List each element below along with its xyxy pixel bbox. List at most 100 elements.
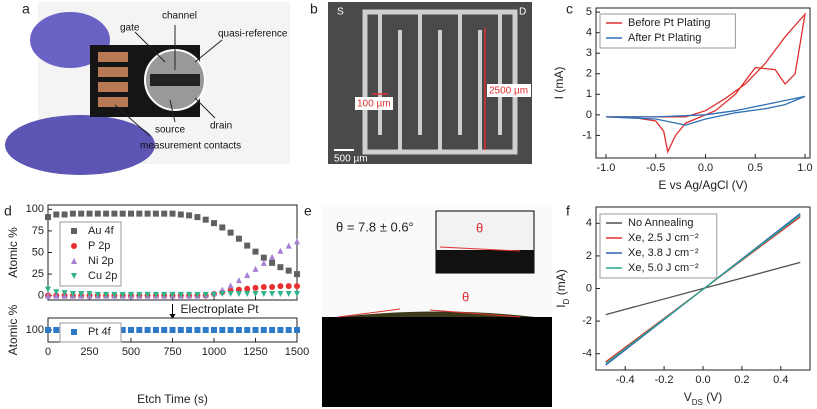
photo-label: D [519,7,526,18]
marker [285,327,292,333]
marker [294,271,300,278]
y-tick-label: -4 [582,348,592,360]
xlabel-label-unit: (V) [703,390,722,404]
legend-label: P 2p [88,240,110,252]
legend-label: Au 4f [88,225,115,237]
marker [260,290,267,297]
marker [277,290,284,297]
y-tick-label: 3 [586,47,592,59]
legend-label: No Annealing [628,217,693,229]
callout [194,97,216,119]
y-tick-label: 4 [586,27,592,39]
marker [219,224,226,231]
inset-substrate [436,250,534,273]
channel [150,74,200,86]
marker [227,282,234,289]
marker [219,290,226,297]
photo-label: 2500 µm [489,86,528,97]
marker [277,247,284,254]
y-tick-label: -1 [582,129,592,141]
marker [144,210,151,217]
x-tick-label: 750 [163,346,181,358]
legend-swatch [71,329,77,335]
marker [169,291,176,298]
marker [169,327,176,333]
marker [277,327,284,333]
annotation-arrowhead [169,314,176,319]
x-tick-label: 0.4 [773,374,788,386]
marker [111,210,118,217]
x-tick-label: 0.5 [748,162,763,174]
xlabel-label-main: V [684,390,692,404]
panel-letter: a [22,1,30,17]
x-tick-label: 1500 [285,346,309,358]
legend-label: Xe, 3.8 J cm⁻² [628,247,699,259]
marker [61,290,68,297]
marker [161,210,168,217]
callout [134,31,166,63]
label-box [487,84,531,97]
marker [235,327,242,333]
marker [169,210,176,217]
ylabel-label-sub: D [562,298,571,304]
marker [53,211,60,218]
series-line [605,95,806,126]
legend-box [59,221,122,287]
marker [194,327,201,333]
callout [194,39,223,63]
photo-label: 500 µm [334,154,368,165]
x-tick-label: 1250 [243,346,267,358]
x-tick-label: 1.0 [797,162,812,174]
marker [294,327,300,333]
marker [78,290,85,297]
marker [136,210,143,217]
panel-letter: f [566,203,570,219]
annotation: Electroplate Pt [181,302,260,316]
marker [45,292,51,299]
ylabel-label: I (mA) [552,67,566,100]
marker [211,291,217,298]
photo-label: θ [462,289,469,304]
legend-box [59,322,122,343]
x-tick-label: 1000 [202,346,226,358]
legend-label: Cu 2p [88,270,117,282]
marker [128,327,134,333]
marker [244,271,251,278]
marker [186,291,193,298]
marker [111,291,118,298]
panel-letter: d [4,203,12,219]
legend-label: Before Pt Plating [628,17,711,29]
y-tick-label: 0 [38,290,44,302]
marker [252,327,259,333]
ylabel-label-main: Atomic % [6,304,20,355]
marker [86,290,93,297]
marker [285,267,292,274]
y-tick-label: 25 [32,268,44,280]
marker [244,290,251,297]
marker [152,327,159,333]
xlabel-label-sub: DS [692,398,703,407]
legend-swatch [71,258,77,264]
marker [128,291,134,298]
legend-label: Xe, 5.0 J cm⁻² [628,262,699,274]
marker [69,210,76,217]
ylabel-label-main: I [554,304,568,307]
marker [136,291,143,298]
marker [294,283,300,290]
photo-a: gate channel quasi-reference drain sourc… [5,2,290,175]
series-line [605,214,801,365]
marker [53,327,60,333]
ylabel-label: Atomic % [6,227,20,278]
photo-label: gate [120,23,140,34]
legend-box [599,13,736,49]
marker [161,291,168,298]
marker [202,291,209,298]
marker [227,229,234,236]
panel-letter: e [304,203,312,219]
marker [103,210,110,217]
marker [61,211,68,218]
droplet [340,311,535,317]
ylabel-label-main: Atomic % [6,227,20,278]
marker [177,327,184,333]
legend-label: After Pt Plating [628,32,701,44]
